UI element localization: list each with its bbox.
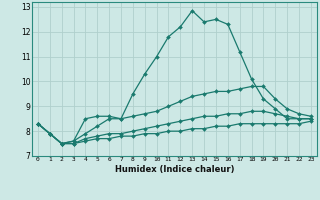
- X-axis label: Humidex (Indice chaleur): Humidex (Indice chaleur): [115, 165, 234, 174]
